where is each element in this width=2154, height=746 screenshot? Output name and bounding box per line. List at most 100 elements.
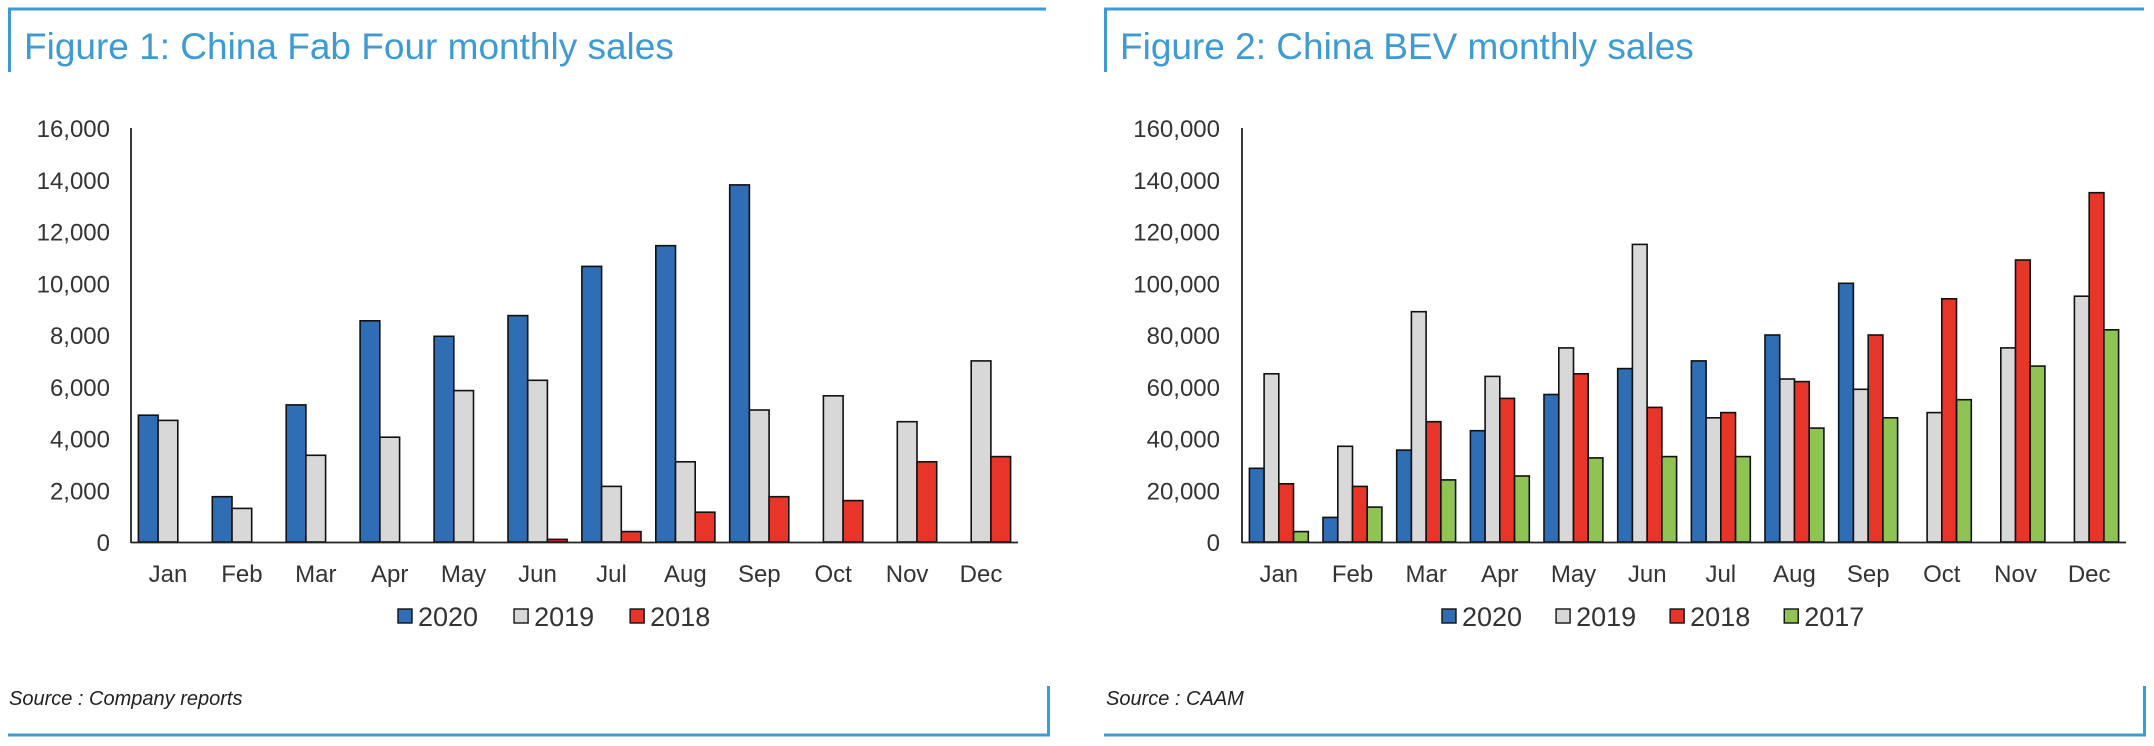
figure-1-panel: Figure 1: China Fab Four monthly sales 0…: [0, 0, 1060, 746]
bar-2019-nov: [1999, 347, 2017, 543]
bar-2019-aug: [674, 460, 697, 543]
x-tick-label: Dec: [2068, 561, 2111, 588]
bar-2020-jul: [1690, 360, 1707, 543]
figure-title: Figure 1: China Fab Four monthly sales: [24, 26, 674, 67]
bar-2017-dec: [2103, 328, 2120, 543]
y-tick-label: 40,000: [1147, 427, 1220, 454]
bar-2018-nov: [916, 460, 938, 543]
x-tick-label: Apr: [371, 561, 408, 588]
x-tick-label: Feb: [1332, 561, 1373, 588]
bar-2019-apr: [1484, 375, 1501, 543]
legend-label: 2018: [650, 602, 710, 632]
y-tick-label: 4,000: [50, 427, 110, 454]
bar-2018-aug: [1793, 380, 1810, 543]
source-note: Source : CAAM: [1106, 688, 1244, 710]
y-tick-label: 100,000: [1133, 271, 1220, 298]
legend-swatch: [397, 608, 413, 624]
legend-swatch: [1555, 608, 1571, 624]
bar-2017-oct: [1955, 398, 1973, 543]
bar-2019-jan: [157, 419, 179, 543]
y-tick-label: 16,000: [37, 116, 110, 143]
x-tick-label: Apr: [1481, 561, 1518, 588]
x-tick-label: Jul: [596, 561, 627, 588]
bar-2020-sep: [1837, 282, 1855, 543]
bar-2019-aug: [1778, 378, 1796, 543]
bar-2017-jul: [1734, 455, 1752, 543]
legend-item-2020: 2020: [1441, 602, 1522, 632]
bar-2018-dec: [2088, 191, 2105, 543]
legend-swatch: [1783, 608, 1799, 624]
legend-item-2019: 2019: [1555, 602, 1636, 632]
legend-item-2017: 2017: [1783, 602, 1864, 632]
bar-2020-aug: [1764, 334, 1781, 543]
y-tick-label: 60,000: [1147, 375, 1220, 402]
legend-label: 2019: [534, 602, 594, 632]
bar-2020-may: [1543, 393, 1560, 543]
x-tick-label: Feb: [221, 561, 262, 588]
legend-swatch: [513, 608, 529, 624]
bar-2020-mar: [1395, 449, 1413, 543]
bar-2017-may: [1587, 457, 1604, 543]
bar-2019-apr: [379, 436, 401, 543]
x-tick-label: Jul: [1705, 561, 1736, 588]
bar-2017-apr: [1513, 475, 1531, 543]
bar-2019-mar: [305, 454, 327, 543]
legend-item-2018: 2018: [1669, 602, 1750, 632]
bar-2020-feb: [1322, 516, 1339, 543]
bar-2020-sep: [728, 184, 751, 543]
y-tick-label: 12,000: [37, 220, 110, 247]
figure-1-frame: [8, 7, 1050, 737]
bar-2017-sep: [1882, 416, 1899, 543]
bar-2018-feb: [1351, 485, 1368, 543]
bar-2018-oct: [842, 499, 864, 543]
bar-2017-aug: [1808, 427, 1825, 543]
bar-2017-nov: [2029, 365, 2046, 543]
bar-2020-apr: [359, 319, 381, 543]
bar-2019-oct: [822, 394, 844, 543]
y-tick-label: 0: [97, 530, 110, 557]
bar-2019-jun: [526, 379, 549, 543]
bar-2018-apr: [1498, 397, 1516, 543]
bar-2019-oct: [1926, 411, 1943, 543]
y-tick-label: 0: [1207, 530, 1220, 557]
legend-swatch: [629, 608, 645, 624]
bar-2019-feb: [231, 507, 253, 543]
bar-2018-mar: [1425, 420, 1442, 543]
bar-2018-jan: [1278, 482, 1295, 543]
x-tick-label: Jan: [1259, 561, 1298, 588]
bar-2018-oct: [1940, 297, 1958, 543]
x-tick-label: May: [441, 561, 486, 588]
x-tick-label: Mar: [1406, 561, 1447, 588]
y-tick-label: 80,000: [1147, 323, 1220, 350]
x-tick-label: Sep: [1847, 561, 1890, 588]
bar-2020-apr: [1469, 429, 1486, 543]
bar-2018-dec: [990, 455, 1012, 543]
legend-label: 2020: [418, 602, 478, 632]
x-tick-label: Nov: [1994, 561, 2037, 588]
legend-label: 2018: [1690, 602, 1750, 632]
bar-2019-feb: [1337, 445, 1354, 543]
x-tick-label: Nov: [886, 561, 929, 588]
figure-2-bar-chart: 0 20,000 40,000 60,000 80,000 100,000 120,000 1…: [1133, 116, 2126, 632]
bar-2020-jul: [581, 265, 603, 543]
x-tick-label: May: [1551, 561, 1596, 588]
bar-2020-jun: [507, 314, 529, 543]
y-tick-label: 10,000: [37, 271, 110, 298]
bar-2018-aug: [694, 511, 716, 543]
legend-item-2019: 2019: [513, 602, 594, 632]
x-tick-label: Jan: [149, 561, 188, 588]
bar-2019-jul: [1705, 416, 1722, 543]
figure-2-frame: [1104, 7, 2146, 737]
bar-2019-may: [452, 389, 475, 543]
bar-2019-may: [1557, 347, 1575, 543]
bar-2019-dec: [970, 360, 992, 543]
y-tick-label: 140,000: [1133, 168, 1220, 195]
bar-2019-jun: [1631, 243, 1648, 543]
legend-label: 2020: [1462, 602, 1522, 632]
x-tick-label: Aug: [664, 561, 707, 588]
bar-2020-jan: [137, 414, 159, 543]
bar-2020-may: [433, 335, 455, 543]
bar-2017-jan: [1292, 530, 1310, 543]
figure-title: Figure 2: China BEV monthly sales: [1120, 26, 1694, 67]
x-tick-label: Oct: [815, 561, 853, 588]
